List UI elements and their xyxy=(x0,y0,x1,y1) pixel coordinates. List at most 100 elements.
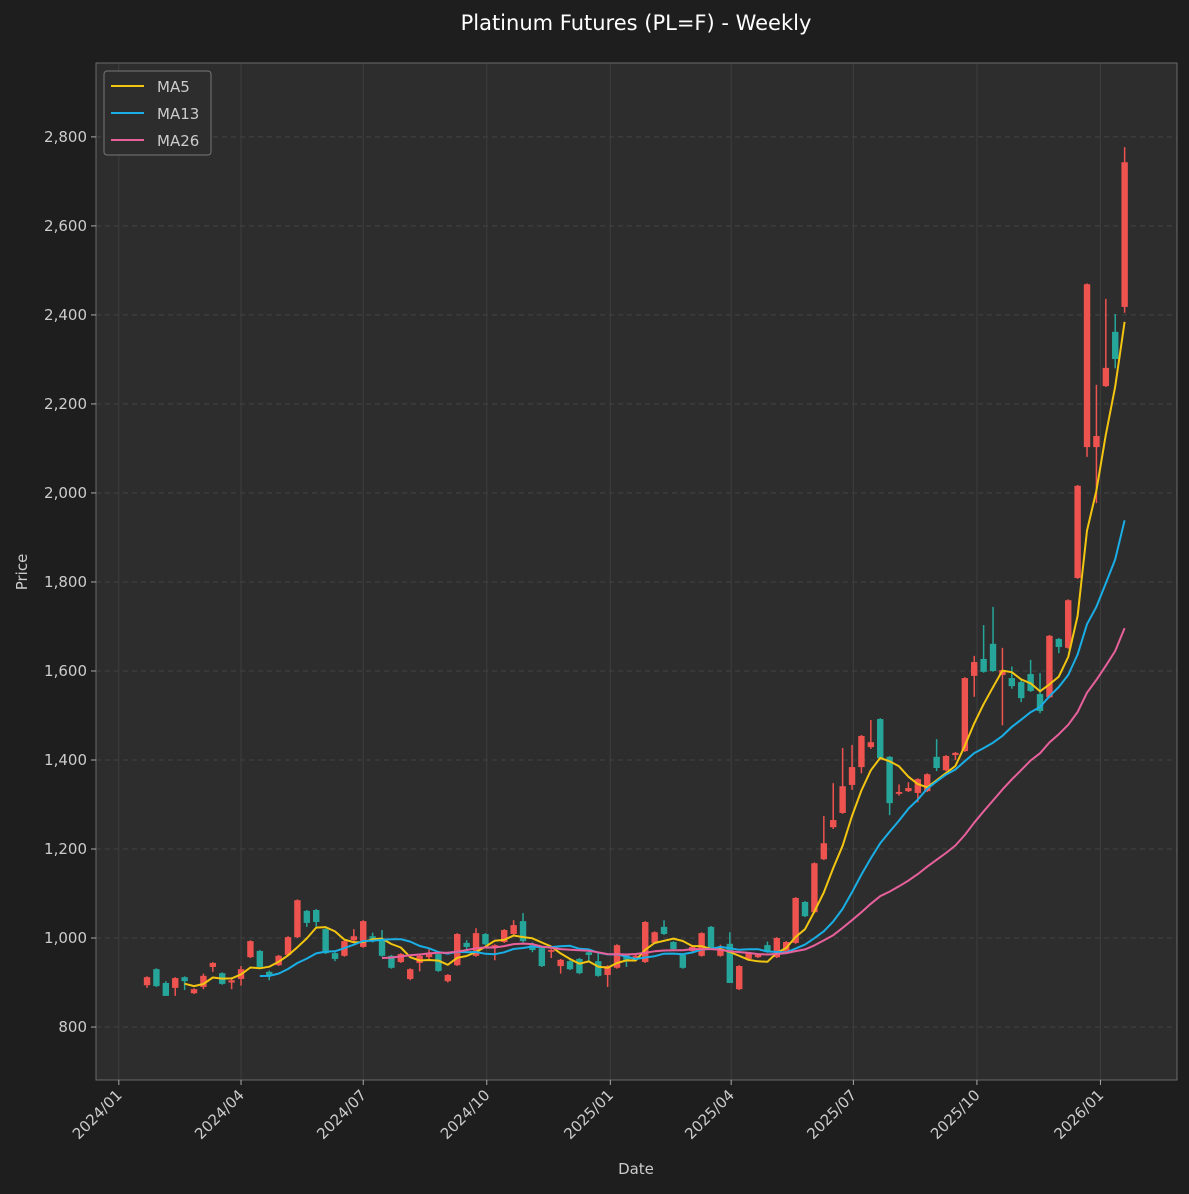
candle-up xyxy=(1102,298,1110,388)
candle-down xyxy=(679,954,687,969)
candle-down xyxy=(576,958,583,975)
candle-up xyxy=(952,751,959,760)
y-axis-ticks: 800 1,000 1,200 1,400 1,600 1,800 2,000 2,200 2,… xyxy=(44,128,96,1036)
candle-body xyxy=(200,975,207,987)
x-axis-label: Date xyxy=(618,1160,654,1178)
legend-label-ma5: MA5 xyxy=(157,78,190,96)
candle-up xyxy=(830,783,837,829)
candle-up xyxy=(848,744,856,790)
candle-body xyxy=(313,909,320,922)
candle-down xyxy=(1008,666,1016,689)
candle-down xyxy=(435,953,442,972)
candle-down xyxy=(482,933,489,946)
candle-body xyxy=(679,954,687,968)
candle-up xyxy=(397,953,405,963)
legend: MA5 MA13 MA26 xyxy=(103,70,212,156)
candle-body xyxy=(576,958,583,974)
candle-body xyxy=(407,969,414,979)
candle-up xyxy=(294,899,301,939)
candle-up xyxy=(1074,484,1081,579)
candle-body xyxy=(989,643,997,671)
candle-body xyxy=(585,952,593,955)
candle-body xyxy=(303,910,311,923)
candle-down xyxy=(989,606,997,672)
candle-body xyxy=(153,969,160,987)
candle-down xyxy=(331,952,339,962)
candle-body xyxy=(529,945,536,951)
candle-body xyxy=(1008,678,1016,687)
candle-body xyxy=(548,950,555,952)
candle-body xyxy=(322,929,329,954)
legend-label-ma26: MA26 xyxy=(157,132,199,150)
candle-up xyxy=(604,965,611,987)
candle-body xyxy=(1046,635,1053,698)
candle-up xyxy=(360,920,367,948)
candle-body xyxy=(604,966,611,975)
candle-up xyxy=(1093,384,1100,504)
candle-up xyxy=(820,816,828,861)
candle-up xyxy=(736,965,743,991)
candle-body xyxy=(717,949,724,956)
candle-down xyxy=(313,909,320,927)
candle-body xyxy=(566,961,574,970)
candle-body xyxy=(877,719,884,759)
candle-body xyxy=(754,954,762,958)
line-ma5 xyxy=(184,321,1126,988)
candle-down xyxy=(181,976,188,991)
candle-down xyxy=(153,968,160,987)
candle-down xyxy=(566,960,574,971)
y-tick-label: 800 xyxy=(58,1018,87,1036)
candle-body xyxy=(501,930,508,943)
candle-up xyxy=(416,954,423,972)
candle-body xyxy=(444,974,452,982)
candles xyxy=(143,147,1128,996)
y-tick-label: 2,600 xyxy=(44,217,87,235)
candle-body xyxy=(773,938,781,958)
candle-down xyxy=(877,718,884,760)
candle-body xyxy=(266,971,273,976)
candle-down xyxy=(801,901,809,918)
candle-up xyxy=(407,968,414,981)
candle-down xyxy=(162,981,170,996)
candle-down xyxy=(256,950,264,968)
candle-body xyxy=(942,755,950,771)
candle-body xyxy=(256,950,264,967)
candle-body xyxy=(801,901,809,917)
candle-body xyxy=(914,779,922,793)
candle-down xyxy=(726,932,734,983)
candle-up xyxy=(284,936,292,956)
candle-up xyxy=(905,782,912,793)
candle-body xyxy=(905,788,912,792)
candle-up xyxy=(444,974,452,983)
candle-body xyxy=(369,936,376,939)
candle-body xyxy=(350,936,358,941)
y-tick-label: 2,200 xyxy=(44,395,87,413)
candle-body xyxy=(867,742,875,748)
y-tick-label: 1,800 xyxy=(44,573,87,591)
candle-body xyxy=(792,897,799,943)
candle-body xyxy=(1102,367,1110,387)
candle-down xyxy=(933,739,940,772)
candle-body xyxy=(425,953,433,958)
candle-up xyxy=(971,655,978,697)
candle-down xyxy=(660,920,668,935)
y-tick-label: 1,200 xyxy=(44,840,87,858)
candle-up xyxy=(811,862,818,914)
candle-body xyxy=(952,752,959,756)
legend-label-ma13: MA13 xyxy=(157,105,199,123)
candle-up xyxy=(172,977,179,996)
candle-body xyxy=(388,955,395,968)
candle-body xyxy=(811,863,818,913)
legend-box xyxy=(103,70,212,156)
candle-body xyxy=(482,934,489,945)
y-tick-label: 1,600 xyxy=(44,662,87,680)
candle-body xyxy=(491,945,499,947)
candle-body xyxy=(1036,694,1044,712)
candle-body xyxy=(143,977,151,986)
chart-title: Platinum Futures (PL=F) - Weekly xyxy=(461,11,812,35)
y-tick-label: 1,000 xyxy=(44,929,87,947)
candle-down xyxy=(322,928,329,955)
y-tick-label: 2,400 xyxy=(44,306,87,324)
y-tick-label: 2,800 xyxy=(44,128,87,146)
candle-body xyxy=(435,954,442,971)
